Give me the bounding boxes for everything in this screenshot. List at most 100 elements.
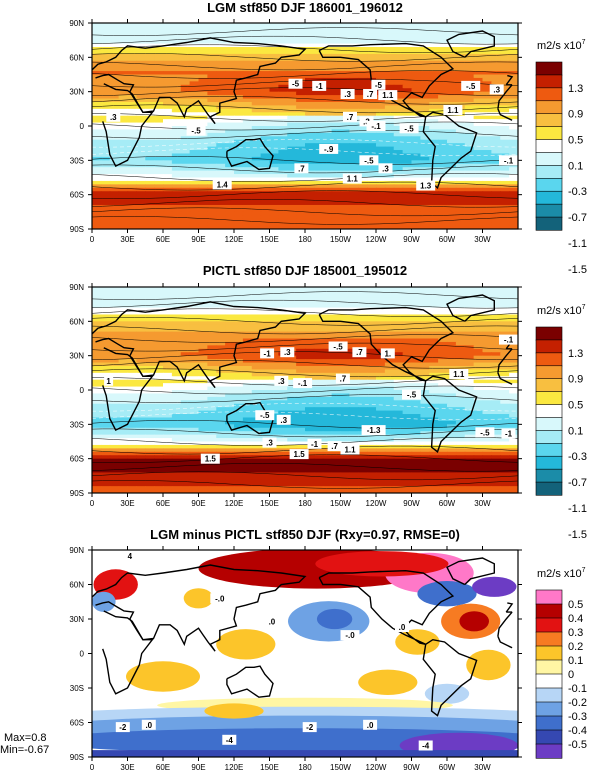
field-cell bbox=[189, 91, 200, 96]
field-cell bbox=[482, 112, 492, 117]
field-cell bbox=[384, 293, 395, 298]
field-cell bbox=[402, 201, 413, 206]
field-cell bbox=[384, 407, 395, 412]
field-cell bbox=[278, 126, 288, 131]
field-cell bbox=[198, 348, 208, 353]
field-cell bbox=[313, 36, 324, 41]
field-cell bbox=[305, 33, 315, 38]
field-cell bbox=[216, 194, 226, 199]
field-cell bbox=[100, 424, 111, 429]
field-cell bbox=[367, 321, 377, 326]
field-cell bbox=[251, 74, 262, 79]
field-cell bbox=[482, 379, 492, 384]
field-cell bbox=[136, 314, 146, 319]
field-cell bbox=[225, 156, 235, 161]
field-cell bbox=[234, 198, 244, 203]
field-cell bbox=[127, 29, 137, 34]
field-cell bbox=[296, 410, 306, 415]
contour-label-box bbox=[461, 80, 481, 91]
field-cell bbox=[491, 126, 501, 131]
field-cell bbox=[136, 156, 146, 161]
field-cell bbox=[260, 81, 271, 86]
field-cell bbox=[384, 23, 395, 28]
field-cell bbox=[216, 108, 226, 113]
field-cell bbox=[393, 167, 404, 172]
field-cell bbox=[420, 60, 430, 65]
field-cell bbox=[127, 129, 137, 134]
field-cell bbox=[447, 352, 457, 357]
field-cell bbox=[340, 108, 350, 113]
field-cell bbox=[225, 297, 235, 302]
field-cell bbox=[180, 53, 191, 58]
field-cell bbox=[207, 81, 217, 86]
field-cell bbox=[447, 341, 457, 346]
field-cell bbox=[278, 26, 288, 31]
field-cell bbox=[402, 307, 413, 312]
field-cell bbox=[331, 410, 342, 415]
field-cell bbox=[225, 101, 235, 106]
field-cell bbox=[305, 108, 315, 113]
field-cell bbox=[189, 53, 200, 58]
field-cell bbox=[384, 403, 395, 408]
field-cell bbox=[242, 170, 253, 175]
field-cell bbox=[207, 403, 217, 408]
field-cell bbox=[225, 126, 235, 131]
field-cell bbox=[100, 335, 111, 340]
field-cell bbox=[473, 156, 484, 161]
field-cell bbox=[313, 376, 324, 381]
field-cell bbox=[207, 53, 217, 58]
field-cell bbox=[127, 143, 137, 148]
field-cell bbox=[242, 177, 253, 182]
field-cell bbox=[260, 187, 271, 192]
field-cell bbox=[118, 136, 129, 141]
field-cell bbox=[154, 191, 164, 196]
field-cell bbox=[331, 314, 342, 319]
field-cell bbox=[491, 198, 501, 203]
field-cell bbox=[136, 40, 146, 45]
field-cell bbox=[207, 60, 217, 65]
field-cell bbox=[287, 156, 297, 161]
field-cell bbox=[367, 297, 377, 302]
field-cell bbox=[92, 345, 102, 350]
field-cell bbox=[491, 355, 501, 360]
field-cell bbox=[242, 67, 253, 72]
field-cell bbox=[411, 112, 421, 117]
field-cell bbox=[216, 77, 226, 82]
field-cell bbox=[127, 174, 137, 179]
field-cell bbox=[491, 71, 501, 76]
field-cell bbox=[411, 153, 421, 158]
field-cell bbox=[100, 201, 111, 206]
field-cell bbox=[420, 139, 430, 144]
field-cell bbox=[464, 211, 475, 216]
field-cell bbox=[109, 101, 120, 106]
field-cell bbox=[411, 287, 421, 292]
field-cell bbox=[234, 307, 244, 312]
field-cell bbox=[118, 187, 129, 192]
field-cell bbox=[92, 321, 102, 326]
field-cell bbox=[331, 108, 342, 113]
field-cell bbox=[367, 376, 377, 381]
field-cell bbox=[393, 105, 404, 110]
field-cell bbox=[473, 403, 484, 408]
field-cell bbox=[367, 143, 377, 148]
field-cell bbox=[340, 143, 350, 148]
field-cell bbox=[154, 348, 164, 353]
field-cell bbox=[109, 74, 120, 79]
field-cell bbox=[225, 115, 235, 120]
contour-label-box bbox=[378, 163, 393, 174]
field-cell bbox=[313, 390, 324, 395]
field-cell bbox=[163, 170, 173, 175]
field-cell bbox=[198, 53, 208, 58]
field-cell bbox=[260, 208, 271, 213]
field-cell bbox=[154, 47, 164, 52]
field-cell bbox=[260, 40, 271, 45]
field-cell bbox=[482, 23, 492, 28]
field-cell bbox=[331, 317, 342, 322]
field-cell bbox=[411, 424, 421, 429]
field-cell bbox=[242, 108, 253, 113]
field-cell bbox=[234, 112, 244, 117]
contour-line bbox=[92, 87, 518, 96]
field-cell bbox=[376, 101, 386, 106]
field-cell bbox=[260, 400, 271, 405]
field-cell bbox=[322, 43, 333, 48]
